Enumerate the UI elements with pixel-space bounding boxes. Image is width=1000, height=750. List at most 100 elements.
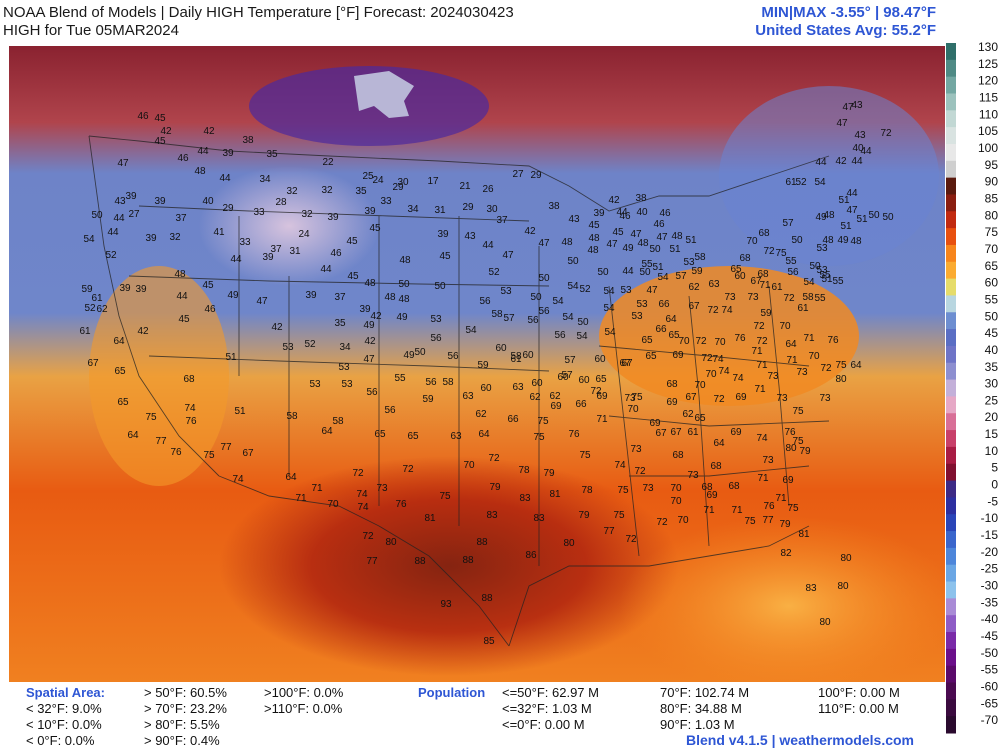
map-temp-label: 45 [346,236,358,247]
map-temp-label: 71 [311,483,323,494]
northeast-cold-area [719,86,939,266]
map-temp-label: 86 [525,550,537,561]
map-temp-label: 69 [596,391,608,402]
map-title: NOAA Blend of Models | Daily HIGH Temper… [3,4,514,21]
map-temp-label: 42 [608,195,620,206]
colorbar-swatch [946,480,956,498]
map-temp-label: 48 [822,235,834,246]
spatial-stat: >100°F: 0.0% [264,685,344,700]
map-temp-label: 77 [155,436,167,447]
map-temp-label: 33 [239,237,251,248]
map-temp-label: 49 [622,243,634,254]
colorbar-tick-label: 30 [985,377,999,391]
map-temp-label: 69 [672,350,684,361]
header-left: NOAA Blend of Models | Daily HIGH Temper… [3,4,514,40]
map-temp-label: 53 [631,311,643,322]
map-temp-label: 50 [868,210,880,221]
map-temp-label: 75 [775,248,787,259]
colorbar-tick-label: 20 [985,410,999,424]
map-temp-label: 47 [842,102,854,113]
map-temp-label: 74 [756,433,768,444]
map-temp-label: 45 [439,251,451,262]
colorbar-tick-label: 45 [985,326,999,340]
map-temp-label: 43 [114,196,126,207]
rockies-cold-area [199,166,379,286]
colorbar-tick-label: 25 [985,393,999,407]
map-temp-label: 54 [814,177,826,188]
colorbar-tick-label: 100 [978,141,998,155]
colorbar-swatch [946,143,956,162]
colorbar-tick-label: 110 [979,107,998,121]
population-stat: 110°F: 0.00 M [818,701,899,716]
map-temp-label: 68 [672,450,684,461]
map-temp-label: 57 [782,218,794,229]
map-temp-label: 56 [787,267,799,278]
map-temp-label: 39 [593,208,605,219]
map-temp-label: 49 [227,290,239,301]
map-temp-label: 67 [750,276,762,287]
colorbar-swatch [946,59,956,78]
map-temp-label: 56 [447,351,459,362]
map-temp-label: 46 [659,208,671,219]
map-temp-label: 54 [465,325,477,336]
map-temp-label: 46 [137,111,149,122]
map-temp-label: 81 [798,529,810,540]
colorbar-swatch [946,110,956,128]
map-temp-label: 80 [835,374,847,385]
colorbar-swatch [946,430,956,448]
map-temp-label: 83 [519,493,531,504]
map-temp-label: 71 [786,355,798,366]
map-temp-label: 52 [488,267,500,278]
map-temp-label: 42 [370,311,382,322]
map-temp-label: 34 [339,342,351,353]
map-temp-label: 48 [823,210,835,221]
map-temp-label: 66 [507,414,519,425]
map-temp-label: 40 [202,196,214,207]
map-temp-label: 73 [624,393,636,404]
colorbar-swatch [946,648,956,667]
map-temp-label: 38 [242,135,254,146]
map-temp-label: 71 [757,473,769,484]
map-temp-label: 39 [262,252,274,263]
map-temp-label: 25 [362,171,374,182]
colorbar-tick-label: 125 [978,57,998,71]
map-temp-label: 88 [476,537,488,548]
colorbar-swatch [946,716,956,734]
map-temp-label: 30 [397,177,409,188]
map-temp-label: 45 [178,314,190,325]
map-temp-label: 58 [332,416,344,427]
map-temp-label: 60 [531,378,543,389]
map-temp-label: 54 [803,277,815,288]
map-temp-label: 71 [803,333,815,344]
map-temp-label: 83 [533,513,545,524]
map-temp-label: 67 [621,358,633,369]
map-temp-label: 68 [701,482,713,493]
map-temp-label: 53 [620,285,632,296]
map-temp-label: 54 [603,303,615,314]
map-temp-label: 72 [656,517,668,528]
map-temp-label: 33 [380,196,392,207]
map-temp-label: 50 [882,212,894,223]
map-temp-label: 73 [376,483,388,494]
map-temp-label: 29 [530,170,542,181]
map-temp-label: 42 [835,156,847,167]
population-stat: <=0°F: 0.00 M [502,717,585,732]
map-temp-label: 49 [815,212,827,223]
map-temp-label: 49 [396,312,408,323]
map-temp-label: 50 [567,256,579,267]
map-temp-label: 60 [480,383,492,394]
colorbar-tick-label: -65 [981,696,999,710]
header-right: MIN|MAX -3.55° | 98.47°F United States A… [755,4,936,40]
map-temp-label: 71 [756,360,768,371]
state-borders [88,135,830,647]
map-temp-label: 48 [399,255,411,266]
map-temp-label: 47 [646,285,658,296]
map-temp-label: 50 [91,210,103,221]
map-temp-label: 68 [666,379,678,390]
colorbar-swatch [946,564,956,583]
map-temp-label: 39 [145,233,157,244]
map-temp-label: 48 [194,166,206,177]
map-temp-label: 51 [685,235,697,246]
map-temp-label: 76 [568,429,580,440]
colorbar-tick-label: 75 [985,225,999,239]
